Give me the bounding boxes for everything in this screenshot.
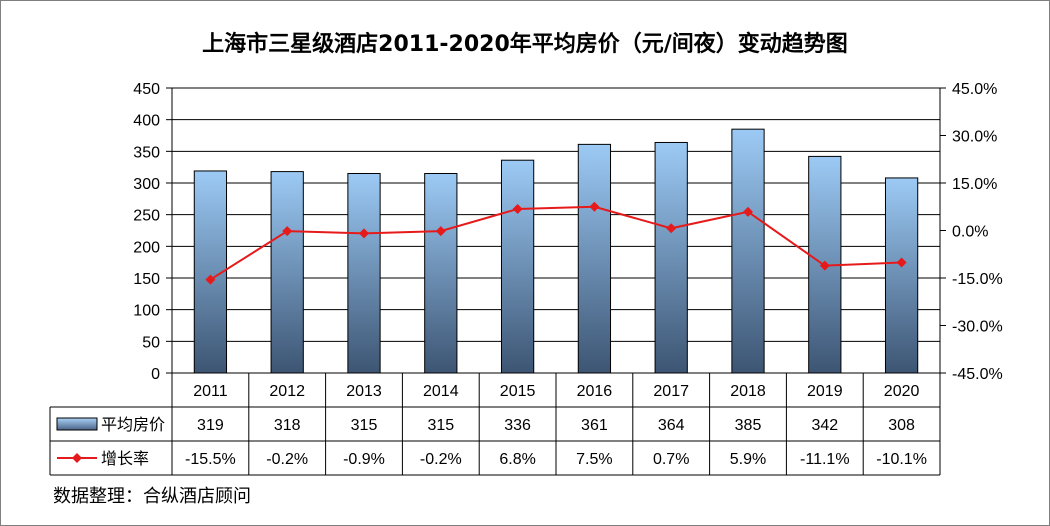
category-label: 2013 [346, 383, 382, 400]
bar-2014 [424, 173, 458, 374]
right-tick-label: 45.0% [952, 81, 997, 98]
left-tick-label: 400 [133, 113, 160, 130]
category-label: 2018 [730, 383, 766, 400]
left-tick-label: 0 [151, 366, 160, 383]
left-tick-label: 100 [133, 303, 160, 320]
price-cell: 342 [811, 417, 838, 434]
bar-2017 [654, 141, 688, 374]
right-tick-label: 15.0% [952, 176, 997, 193]
category-label: 2011 [193, 383, 228, 400]
growth-point-2020 [896, 257, 907, 268]
bar-2018 [731, 128, 765, 374]
bar-series [193, 128, 919, 374]
bar-2013 [347, 173, 381, 374]
category-label: 2012 [269, 383, 305, 400]
bar-2015 [500, 159, 535, 374]
legend-key-price [56, 417, 98, 431]
bar-2012 [270, 171, 304, 374]
left-tick-label: 50 [142, 334, 160, 351]
growth-point-2016 [589, 201, 600, 212]
growth-cell: -0.2% [266, 451, 308, 468]
legend-label-growth: 增长率 [101, 450, 149, 468]
growth-point-2013 [359, 228, 369, 239]
growth-point-2011 [205, 274, 216, 285]
left-tick-label: 450 [133, 81, 160, 98]
price-cell: 315 [427, 417, 454, 434]
left-tick-label: 150 [133, 271, 160, 288]
tick-labels: 0 50 100 150 200 250 300 350 400 450 -45.0% -30.0% -… [133, 81, 1002, 383]
growth-cell: -15.5% [185, 451, 236, 468]
price-cell: 361 [581, 417, 608, 434]
legend-key-growth-marker [72, 453, 82, 463]
left-tick-label: 250 [133, 208, 160, 225]
category-label: 2014 [423, 383, 459, 400]
legend-label-price: 平均房价 [101, 416, 165, 434]
growth-point-2018 [743, 206, 753, 217]
price-cell: 364 [658, 417, 685, 434]
left-tick-label: 200 [133, 239, 160, 256]
category-label: 2019 [807, 383, 843, 400]
growth-point-2014 [435, 226, 446, 237]
growth-line [209, 205, 902, 281]
growth-cell: 5.9% [730, 451, 766, 468]
growth-cell: 7.5% [576, 451, 612, 468]
growth-point-2012 [282, 226, 293, 237]
bar-2020 [884, 177, 919, 374]
growth-point-2015 [512, 203, 523, 214]
category-label: 2017 [653, 383, 689, 400]
right-tick-label: 0.0% [952, 224, 988, 241]
right-tick-label: 30.0% [952, 129, 997, 146]
price-cell: 318 [274, 417, 301, 434]
category-label: 2015 [500, 383, 536, 400]
price-cell: 336 [504, 417, 531, 434]
data-table: 2011 319 -15.5% 2012 318 -0.2% 2013 315 -0.9% 201… [49, 372, 941, 476]
category-label: 2016 [577, 383, 613, 400]
price-cell: 315 [351, 417, 378, 434]
right-tick-label: -45.0% [952, 366, 1003, 383]
source-note: 数据整理：合纵酒店顾问 [53, 486, 251, 507]
growth-cell: -0.2% [420, 451, 462, 468]
right-tick-label: -30.0% [952, 319, 1003, 336]
price-cell: 385 [735, 417, 762, 434]
price-cell: 319 [197, 417, 224, 434]
price-cell: 308 [888, 417, 915, 434]
left-tick-label: 350 [133, 144, 160, 161]
growth-cell: -0.9% [343, 451, 385, 468]
right-tick-label: -15.0% [952, 271, 1003, 288]
growth-cell: 0.7% [653, 451, 689, 468]
growth-cell: -11.1% [800, 451, 850, 468]
axes [166, 87, 946, 374]
growth-cell: 6.8% [499, 451, 535, 468]
bar-2016 [577, 143, 612, 374]
growth-point-2019 [819, 260, 830, 271]
growth-cell: -10.1% [876, 451, 927, 468]
line-series [205, 201, 907, 285]
category-label: 2020 [884, 383, 920, 400]
left-tick-label: 300 [133, 176, 160, 193]
chart-title: 上海市三星级酒店2011-2020年平均房价（元/间夜）变动趋势图 [202, 32, 848, 57]
growth-point-2017 [666, 223, 677, 234]
